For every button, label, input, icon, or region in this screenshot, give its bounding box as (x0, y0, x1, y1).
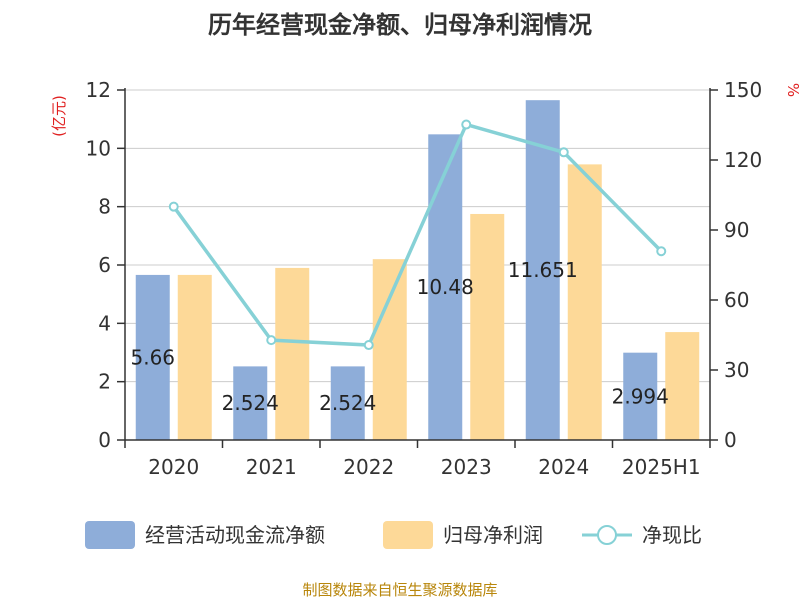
legend-label-net-profit: 归母净利润 (443, 523, 543, 547)
left-tick-label: 8 (98, 195, 111, 219)
legend-swatch-cash-flow (85, 521, 135, 549)
bar-cash-flow (330, 366, 365, 440)
ratio-line (172, 122, 663, 347)
axes-group (117, 88, 718, 448)
bar-cash-flow (525, 100, 560, 440)
x-axis-ticks: 2020 2021 2022 2023 2024 2025H1 (148, 455, 700, 479)
bar-net-profit (470, 213, 505, 440)
left-tick-label: 4 (98, 311, 111, 335)
ratio-point (461, 119, 472, 130)
bar-value-label: 2.524 (319, 391, 376, 415)
x-tick-label: 2025H1 (622, 455, 701, 479)
left-axis-ticks: 0 2 4 6 8 10 12 (86, 78, 111, 452)
bar-value-label: 11.651 (508, 258, 578, 282)
bar-cash-flow (135, 274, 170, 440)
legend: 经营活动现金流净额 归母净利润 净现比 (85, 521, 702, 549)
data-source-note: 制图数据来自恒生聚源数据库 (302, 581, 497, 599)
legend-label-cash-flow: 经营活动现金流净额 (145, 523, 325, 547)
bar-net-profit (567, 164, 602, 440)
bar-value-label: 10.48 (417, 275, 474, 299)
legend-label-ratio: 净现比 (642, 523, 702, 547)
x-tick-label: 2023 (441, 455, 492, 479)
x-tick-label: 2020 (148, 455, 199, 479)
ratio-line-group (168, 119, 667, 351)
ratio-point (168, 201, 179, 212)
bar-net-profit (665, 332, 700, 440)
chart-title: 历年经营现金净额、归母净利润情况 (208, 11, 592, 39)
bar-labels-group: 5.66 2.524 2.524 10.48 11.651 2.994 (130, 258, 668, 415)
ratio-point (656, 246, 667, 257)
x-tick-label: 2024 (538, 455, 589, 479)
left-axis-unit: (亿元) (50, 95, 68, 137)
right-tick-label: 90 (724, 218, 749, 242)
ratio-point (558, 147, 569, 158)
bar-cash-flow (428, 134, 463, 441)
right-tick-label: 0 (724, 428, 737, 452)
x-tick-label: 2022 (343, 455, 394, 479)
legend-marker-ratio (597, 525, 617, 545)
x-tick-label: 2021 (246, 455, 297, 479)
right-tick-label: 120 (724, 148, 762, 172)
bar-cash-flow (233, 366, 268, 440)
right-tick-label: 60 (724, 288, 749, 312)
bars-group (135, 100, 700, 441)
bar-net-profit (275, 267, 310, 440)
bar-net-profit (372, 259, 407, 440)
bar-value-label: 2.524 (222, 391, 279, 415)
gridlines (125, 89, 710, 383)
bar-value-label: 2.994 (612, 384, 669, 408)
right-tick-label: 150 (724, 78, 762, 102)
bar-cash-flow (623, 352, 658, 440)
ratio-point (363, 340, 374, 351)
right-axis-unit: % (784, 83, 800, 97)
left-tick-label: 6 (98, 253, 111, 277)
left-tick-label: 10 (86, 136, 111, 160)
left-tick-label: 12 (86, 78, 111, 102)
right-axis-ticks: 0 30 60 90 120 150 (724, 78, 762, 452)
left-tick-label: 0 (98, 428, 111, 452)
bar-value-label: 5.66 (130, 345, 175, 369)
bar-net-profit (177, 274, 212, 440)
ratio-point (266, 335, 277, 346)
right-tick-label: 30 (724, 358, 749, 382)
legend-swatch-net-profit (383, 521, 433, 549)
left-tick-label: 2 (98, 370, 111, 394)
